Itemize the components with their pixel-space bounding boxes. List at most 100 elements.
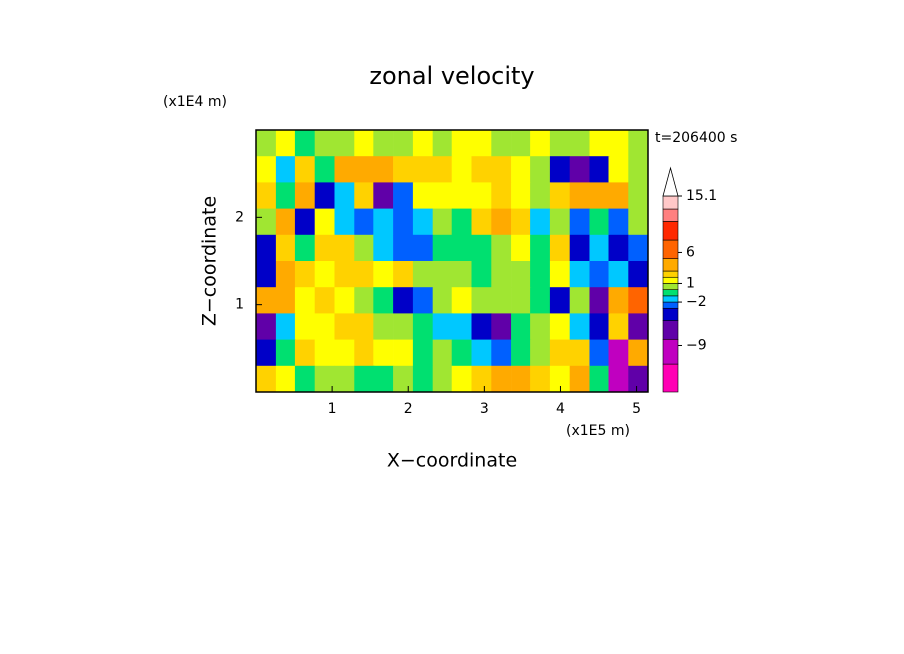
colorbar-band: [662, 208, 679, 222]
y-tick-label: 2: [235, 209, 244, 225]
chart-title: zonal velocity: [369, 62, 534, 90]
contour-cell: [314, 156, 335, 183]
contour-cell: [393, 287, 414, 314]
contour-cell: [608, 208, 629, 236]
contour-cell: [511, 287, 532, 314]
contour-cell: [628, 208, 649, 236]
y-axis-label: Z−coordinate: [199, 196, 221, 326]
contour-cell: [451, 234, 472, 262]
colorbar-band: [662, 295, 679, 303]
contour-cell: [432, 287, 453, 314]
contour-cell: [334, 365, 355, 393]
contour-cell: [451, 130, 472, 157]
contour-cell: [275, 313, 296, 341]
contour-cell: [589, 208, 610, 236]
contour-cell: [589, 313, 610, 341]
contour-cell: [549, 287, 571, 314]
contour-cell: [412, 156, 433, 183]
contour-cell: [412, 208, 433, 236]
contour-cell: [294, 182, 316, 210]
contour-cell: [491, 339, 512, 367]
x-tick-label: 1: [328, 401, 337, 417]
contour-cell: [412, 339, 433, 367]
contour-cell: [334, 234, 355, 262]
contour-cell: [314, 261, 335, 288]
contour-cell: [354, 182, 375, 210]
contour-cell: [256, 130, 277, 157]
contour-cell: [256, 208, 277, 236]
contour-cell: [334, 313, 355, 341]
contour-cell: [530, 182, 551, 210]
contour-cell: [491, 261, 512, 288]
contour-cell: [354, 130, 375, 157]
contour-cell: [628, 339, 649, 367]
contour-cell: [412, 365, 433, 393]
contour-cell: [569, 208, 590, 236]
contour-cell: [608, 313, 629, 341]
contour-cell: [549, 313, 571, 341]
y-unit: (x1E4 m): [163, 94, 227, 110]
plot-frame: [255, 129, 649, 393]
contour-cell: [569, 339, 590, 367]
contour-cell: [432, 339, 453, 367]
contour-cell: [530, 287, 551, 314]
contour-cell: [275, 339, 296, 367]
contour-cell: [314, 287, 335, 314]
contour-cell: [393, 208, 414, 236]
contour-cell: [354, 287, 375, 314]
x-tick-label: 3: [480, 401, 489, 417]
contour-cell: [608, 339, 629, 367]
contour-cell: [491, 234, 512, 262]
contour-cell: [451, 313, 472, 341]
contour-cell: [432, 261, 453, 288]
contour-cell: [569, 130, 590, 157]
contour-cell: [628, 365, 649, 393]
contour-cell: [393, 130, 414, 157]
contour-cell: [451, 208, 472, 236]
contour-cell: [549, 156, 571, 183]
colorbar-band: [662, 307, 679, 321]
colorbar-band: [662, 221, 679, 241]
colorbar-extension: [662, 166, 679, 197]
contour-cell: [471, 287, 492, 314]
contour-cell: [511, 234, 532, 262]
contour-cell: [471, 208, 492, 236]
contour-cell: [569, 365, 590, 393]
colorbar-band: [662, 338, 679, 365]
colorbar-band: [662, 270, 679, 278]
contour-cell: [589, 365, 610, 393]
contour-cell: [569, 182, 590, 210]
contour-cell: [373, 156, 394, 183]
contour-cell: [373, 261, 394, 288]
colorbar-band: [662, 301, 679, 309]
contour-cell: [608, 156, 629, 183]
contour-cell: [471, 156, 492, 183]
colorbar-tick-label: 1: [686, 275, 695, 291]
contour-cell: [628, 234, 649, 262]
contour-cell: [628, 130, 649, 157]
contour-cell: [275, 130, 296, 157]
contour-cell: [608, 365, 629, 393]
contour-cell: [491, 130, 512, 157]
contour-cell: [549, 182, 571, 210]
contour-cell: [354, 208, 375, 236]
colorbar-band: [662, 195, 679, 210]
contour-cell: [432, 208, 453, 236]
contour-cell: [412, 287, 433, 314]
contour-cell: [471, 182, 492, 210]
contour-cell: [256, 339, 277, 367]
contour-cell: [294, 156, 316, 183]
contour-cell: [354, 156, 375, 183]
contour-cell: [628, 156, 649, 183]
contour-cell: [511, 365, 532, 393]
contour-cell: [373, 130, 394, 157]
contour-cell: [275, 182, 296, 210]
contour-cell: [354, 234, 375, 262]
contour-cell: [373, 313, 394, 341]
contour-cell: [491, 313, 512, 341]
contour-cell: [628, 261, 649, 288]
contour-cell: [334, 130, 355, 157]
colorbar-tick-label: 6: [686, 244, 695, 260]
contour-cell: [530, 130, 551, 157]
contour-cell: [549, 339, 571, 367]
